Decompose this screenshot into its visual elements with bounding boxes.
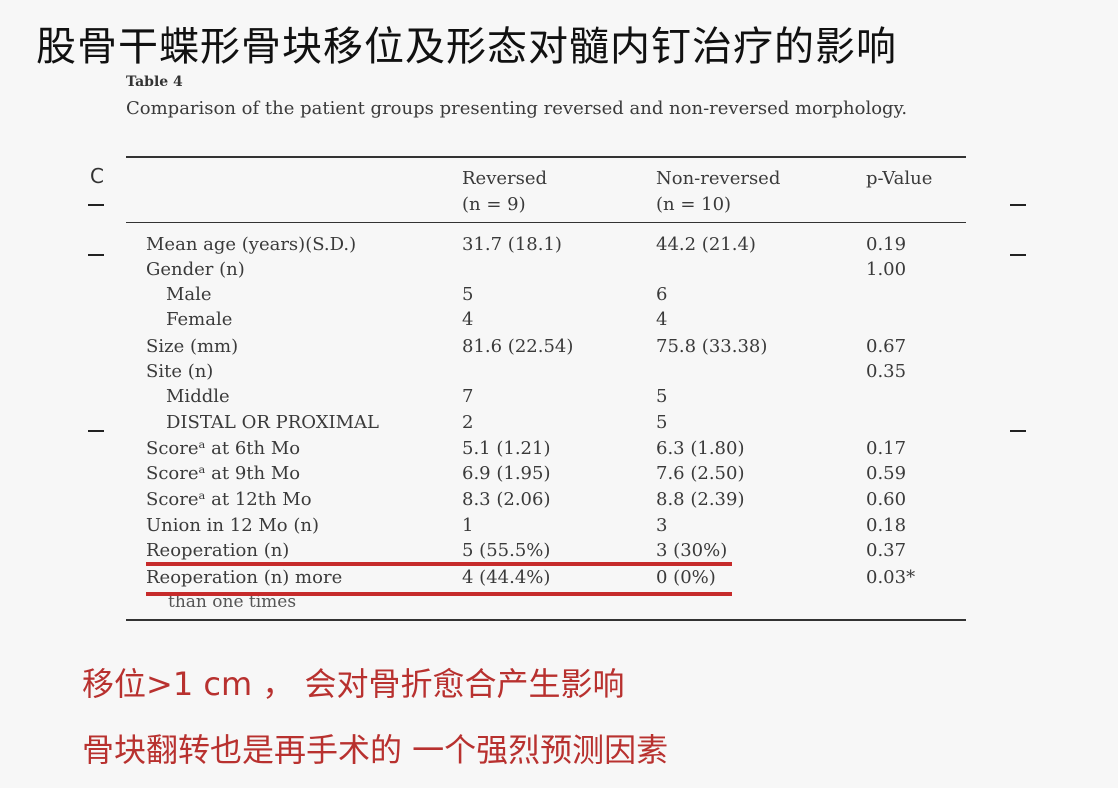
column-header-p-value: p-Value (866, 168, 933, 189)
reversed-value: 81.6 (22.54) (462, 336, 574, 357)
table-row: Middle 7 5 (126, 384, 966, 409)
non-reversed-value: 44.2 (21.4) (656, 234, 756, 255)
reversed-value: 4 (44.4%) (462, 567, 551, 588)
row-label: Site (n) (146, 361, 214, 382)
p-value: 0.18 (866, 515, 907, 536)
row-label: Scoreᵃ at 12th Mo (146, 489, 312, 510)
margin-dash (1010, 254, 1026, 256)
table-row: Mean age (years)(S.D.) 31.7 (18.1) 44.2 … (126, 232, 966, 257)
non-reversed-value: 6 (656, 284, 668, 305)
non-reversed-value: 4 (656, 309, 668, 330)
reversed-value: 4 (462, 309, 474, 330)
row-label: Gender (n) (146, 259, 245, 280)
table-row: Scoreᵃ at 6th Mo 5.1 (1.21) 6.3 (1.80) 0… (126, 436, 966, 461)
reversed-value: 1 (462, 515, 474, 536)
p-value: 0.19 (866, 234, 907, 255)
reversed-value: 5 (55.5%) (462, 540, 551, 561)
column-header-reversed: Reversed (n = 9) (462, 168, 548, 215)
non-reversed-value: 7.6 (2.50) (656, 463, 745, 484)
table-row: Union in 12 Mo (n) 1 3 0.18 (126, 513, 966, 538)
table-row: DISTAL OR PROXIMAL 2 5 (126, 410, 966, 435)
table-row: Female 4 4 (126, 307, 966, 332)
p-value: 0.59 (866, 463, 907, 484)
row-label: Middle (166, 386, 230, 407)
margin-dash (88, 430, 104, 432)
non-reversed-value: 3 (30%) (656, 540, 728, 561)
p-value: 0.67 (866, 336, 907, 357)
p-value: 0.37 (866, 540, 907, 561)
non-reversed-value: 5 (656, 412, 668, 433)
p-value: 0.35 (866, 361, 907, 382)
margin-dash (1010, 430, 1026, 432)
reversed-value: 7 (462, 386, 474, 407)
table-bottom-rule (126, 619, 966, 621)
table-caption: Comparison of the patient groups present… (126, 98, 908, 119)
table-row: Reoperation (n) more 4 (44.4%) 0 (0%) 0.… (126, 565, 966, 590)
table-row: Scoreᵃ at 9th Mo 6.9 (1.95) 7.6 (2.50) 0… (126, 461, 966, 486)
reversed-value: 5 (462, 284, 474, 305)
table-row: Reoperation (n) 5 (55.5%) 3 (30%) 0.37 (126, 538, 966, 563)
table-row: Gender (n) 1.00 (126, 257, 966, 282)
note-displacement: 移位>1 cm ， 会对骨折愈合产生影响 (82, 665, 625, 703)
table-row: Site (n) 0.35 (126, 359, 966, 384)
margin-dash (1010, 204, 1026, 206)
highlight-underline-bottom (146, 592, 732, 596)
p-value: 0.60 (866, 489, 907, 510)
row-label: Size (mm) (146, 336, 239, 357)
row-label: Female (166, 309, 233, 330)
reversed-value: 8.3 (2.06) (462, 489, 551, 510)
table-row: Male 5 6 (126, 282, 966, 307)
p-value: 1.00 (866, 259, 907, 280)
slide-title: 股骨干蝶形骨块移位及形态对髓内钉治疗的影响 (36, 24, 897, 70)
table-top-rule (126, 156, 966, 158)
row-label: Union in 12 Mo (n) (146, 515, 319, 536)
column-header-non-reversed: Non-reversed (n = 10) (656, 168, 781, 215)
row-label: Mean age (years)(S.D.) (146, 234, 357, 255)
highlight-underline-top (146, 562, 732, 566)
margin-letter: C (90, 164, 104, 188)
non-reversed-value: 5 (656, 386, 668, 407)
table-figure: Table 4 Comparison of the patient groups… (126, 74, 968, 644)
table-row: Size (mm) 81.6 (22.54) 75.8 (33.38) 0.67 (126, 334, 966, 359)
row-label: Male (166, 284, 212, 305)
p-value: 0.03* (866, 567, 916, 588)
reversed-value: 6.9 (1.95) (462, 463, 551, 484)
non-reversed-value: 3 (656, 515, 668, 536)
table-row: Scoreᵃ at 12th Mo 8.3 (2.06) 8.8 (2.39) … (126, 487, 966, 512)
non-reversed-value: 6.3 (1.80) (656, 438, 745, 459)
non-reversed-value: 0 (0%) (656, 567, 716, 588)
non-reversed-value: 75.8 (33.38) (656, 336, 768, 357)
table-label: Table 4 (126, 74, 183, 90)
row-label-continuation: than one times (168, 592, 297, 612)
note-reversal-predictor: 骨块翻转也是再手术的 一个强烈预测因素 (82, 731, 669, 769)
margin-dash (88, 254, 104, 256)
row-label: Scoreᵃ at 6th Mo (146, 438, 301, 459)
row-label: Reoperation (n) more (146, 567, 343, 588)
reversed-value: 31.7 (18.1) (462, 234, 562, 255)
row-label: DISTAL OR PROXIMAL (166, 412, 380, 433)
table-header-rule (126, 222, 966, 223)
p-value: 0.17 (866, 438, 907, 459)
reversed-value: 2 (462, 412, 474, 433)
reversed-value: 5.1 (1.21) (462, 438, 551, 459)
margin-dash (88, 204, 104, 206)
row-label: Reoperation (n) (146, 540, 290, 561)
row-label: Scoreᵃ at 9th Mo (146, 463, 301, 484)
non-reversed-value: 8.8 (2.39) (656, 489, 745, 510)
